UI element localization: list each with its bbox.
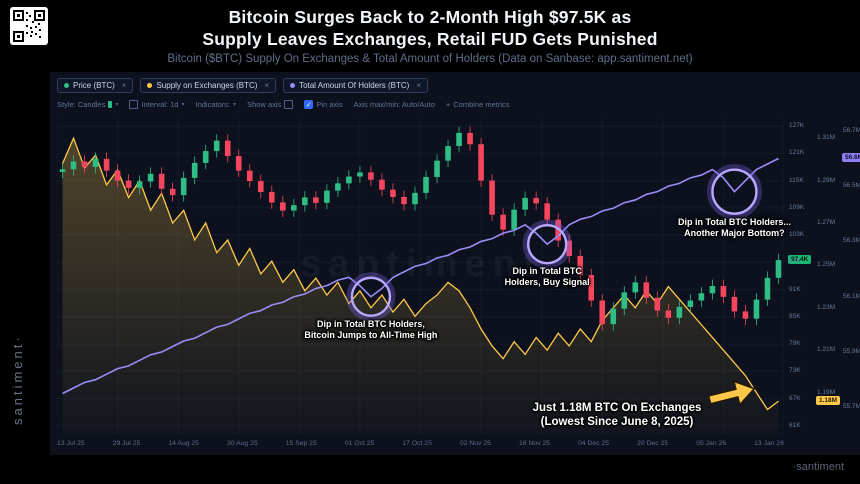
legend-chip-holders-label: Total Amount Of Holders (BTC)	[299, 81, 410, 90]
combine-metrics-button[interactable]: + Combine metrics	[446, 100, 510, 109]
candle-style-icon	[108, 101, 113, 108]
legend-chip-supply[interactable]: Supply on Exchanges (BTC) ×	[140, 78, 277, 93]
supply-last-value-badge: 1.18M	[816, 396, 841, 406]
close-icon[interactable]: ×	[416, 81, 421, 90]
indicators-label: Indicators:	[195, 100, 231, 109]
metric-legend: Price (BTC) × Supply on Exchanges (BTC) …	[57, 78, 428, 93]
plus-icon: +	[445, 100, 451, 109]
price-axis[interactable]: 97.4K 127K 121K 115K 109K 103K 97K 91K 85K 79K 73…	[788, 117, 814, 435]
chart-toolbar: Style: Candles ▾ Interval: 1d ▾ Indicato…	[57, 100, 510, 109]
axis-icon	[284, 100, 294, 109]
style-selector[interactable]: Style: Candles ▾	[57, 100, 118, 109]
show-axis-toggle[interactable]: Show axis	[247, 100, 294, 109]
axis-maxmin-label: Axis max/min: Auto/Auto	[353, 100, 435, 109]
style-label: Style: Candles	[57, 100, 106, 109]
holders-last-value-badge: 56.6M	[842, 153, 860, 163]
interval-selector[interactable]: Interval: 1d ▾	[129, 100, 185, 109]
close-icon[interactable]: ×	[264, 81, 270, 90]
title-line-1: Bitcoin Surges Back to 2-Month High $97.…	[228, 7, 632, 27]
pin-axis-label: Pin axis	[316, 100, 343, 109]
interval-label: Interval: 1d	[141, 100, 179, 109]
price-last-value-badge: 97.4K	[788, 255, 812, 265]
santiment-left-watermark: santiment·	[10, 334, 25, 425]
price-series-color-dot	[64, 83, 69, 88]
page-title: Bitcoin Surges Back to 2-Month High $97.…	[0, 6, 860, 50]
santiment-bottom-watermark: ·santiment	[792, 461, 844, 473]
pin-axis-toggle[interactable]: ✓ Pin axis	[304, 100, 343, 109]
chevron-down-icon: ▾	[115, 102, 119, 108]
show-axis-label: Show axis	[247, 100, 282, 109]
indicators-selector[interactable]: Indicators: ▾	[196, 100, 237, 109]
supply-series-color-dot	[147, 83, 153, 88]
interval-icon	[129, 100, 139, 109]
supply-axis[interactable]: 1.18M 1.31M 1.29M 1.27M 1.25M 1.23M 1.21M 1.19…	[816, 117, 841, 435]
title-line-2: Supply Leaves Exchanges, Retail FUD Gets…	[202, 29, 658, 49]
santiment-center-watermark: santiment	[300, 243, 543, 285]
chart-subtitle: Bitcoin ($BTC) Supply On Exchanges & Tot…	[167, 53, 693, 65]
bottom-bar: ·santiment	[0, 455, 860, 484]
chevron-down-icon: ▾	[233, 102, 237, 108]
close-icon[interactable]: ×	[121, 81, 127, 90]
legend-chip-supply-label: Supply on Exchanges (BTC)	[156, 81, 258, 90]
axis-maxmin-selector[interactable]: Axis max/min: Auto/Auto	[354, 100, 435, 109]
checkbox-checked-icon[interactable]: ✓	[304, 100, 314, 109]
chart-canvas[interactable]	[57, 117, 784, 435]
date-axis: 13 Jul 25 29 Jul 25 14 Aug 25 30 Aug 25 15 S…	[57, 440, 784, 447]
legend-chip-price[interactable]: Price (BTC) ×	[57, 78, 134, 93]
legend-chip-price-label: Price (BTC)	[73, 81, 115, 90]
holders-series-color-dot	[290, 83, 296, 88]
combine-metrics-label: Combine metrics	[453, 100, 510, 109]
legend-chip-holders[interactable]: Total Amount Of Holders (BTC) ×	[283, 78, 428, 93]
chart-plot-svg[interactable]	[57, 117, 784, 435]
chevron-down-icon: ▾	[181, 102, 185, 108]
qr-code	[10, 7, 48, 45]
